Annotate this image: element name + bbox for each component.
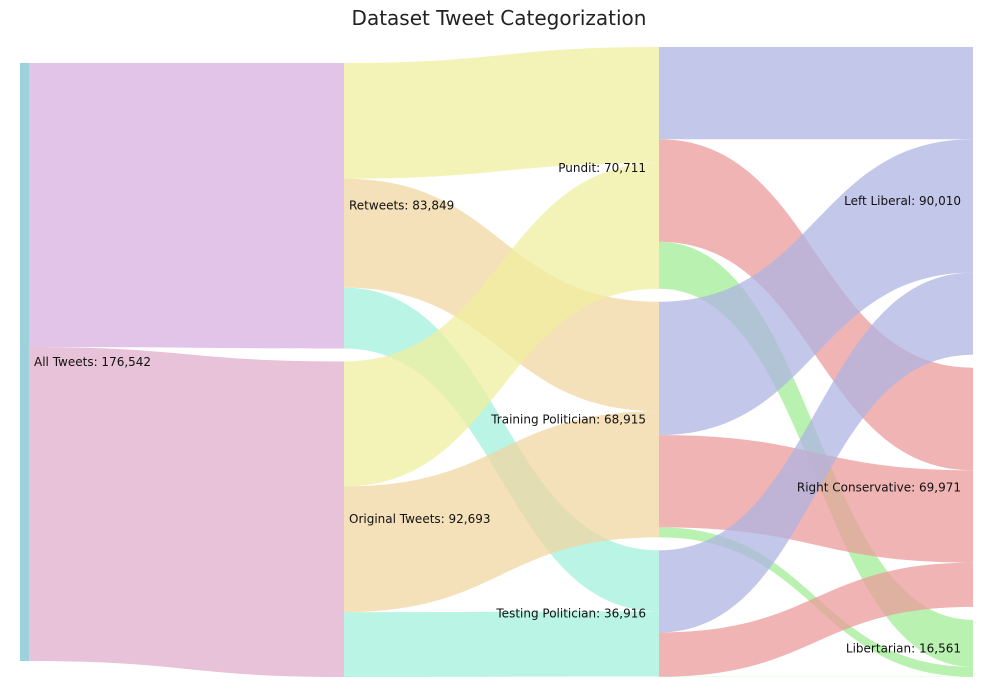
link-training-left: [659, 139, 973, 436]
link-testing-left: [659, 272, 973, 633]
node-label-left: Left Liberal: 90,010: [844, 194, 961, 208]
node-right: [973, 368, 975, 607]
node-label-testing: Testing Politician: 36,916: [495, 607, 646, 621]
link-all-retweets: [29, 63, 344, 349]
node-testing: [659, 550, 661, 677]
link-testing-right: [659, 562, 973, 677]
nodes-layer: [20, 47, 975, 677]
node-label-training: Training Politician: 68,915: [490, 413, 646, 427]
link-pundit-left: [659, 47, 973, 140]
node-label-all: All Tweets: 176,542: [34, 355, 151, 369]
node-label-original: Original Tweets: 92,693: [349, 512, 491, 526]
node-label-pundit: Pundit: 70,711: [558, 161, 646, 175]
link-all-original: [29, 347, 344, 677]
node-original: [344, 361, 346, 677]
link-original-testing: [344, 611, 659, 677]
node-all: [20, 63, 29, 661]
node-left: [973, 47, 975, 355]
node-label-right: Right Conservative: 69,971: [797, 480, 961, 494]
node-label-libertarian: Libertarian: 16,561: [846, 641, 961, 655]
node-training: [659, 302, 661, 538]
labels-layer: All Tweets: 176,542 Retweets: 83,849 Origi…: [34, 161, 961, 656]
link-original-training: [344, 411, 659, 613]
node-retweets: [344, 63, 346, 348]
link-original-pundit: [344, 163, 659, 487]
node-label-retweets: Retweets: 83,849: [349, 199, 454, 213]
node-libertarian: [973, 620, 975, 677]
node-pundit: [659, 47, 661, 289]
links-layer: [29, 47, 973, 677]
chart-title: Dataset Tweet Categorization: [351, 6, 647, 30]
link-retweets-pundit: [344, 47, 659, 179]
